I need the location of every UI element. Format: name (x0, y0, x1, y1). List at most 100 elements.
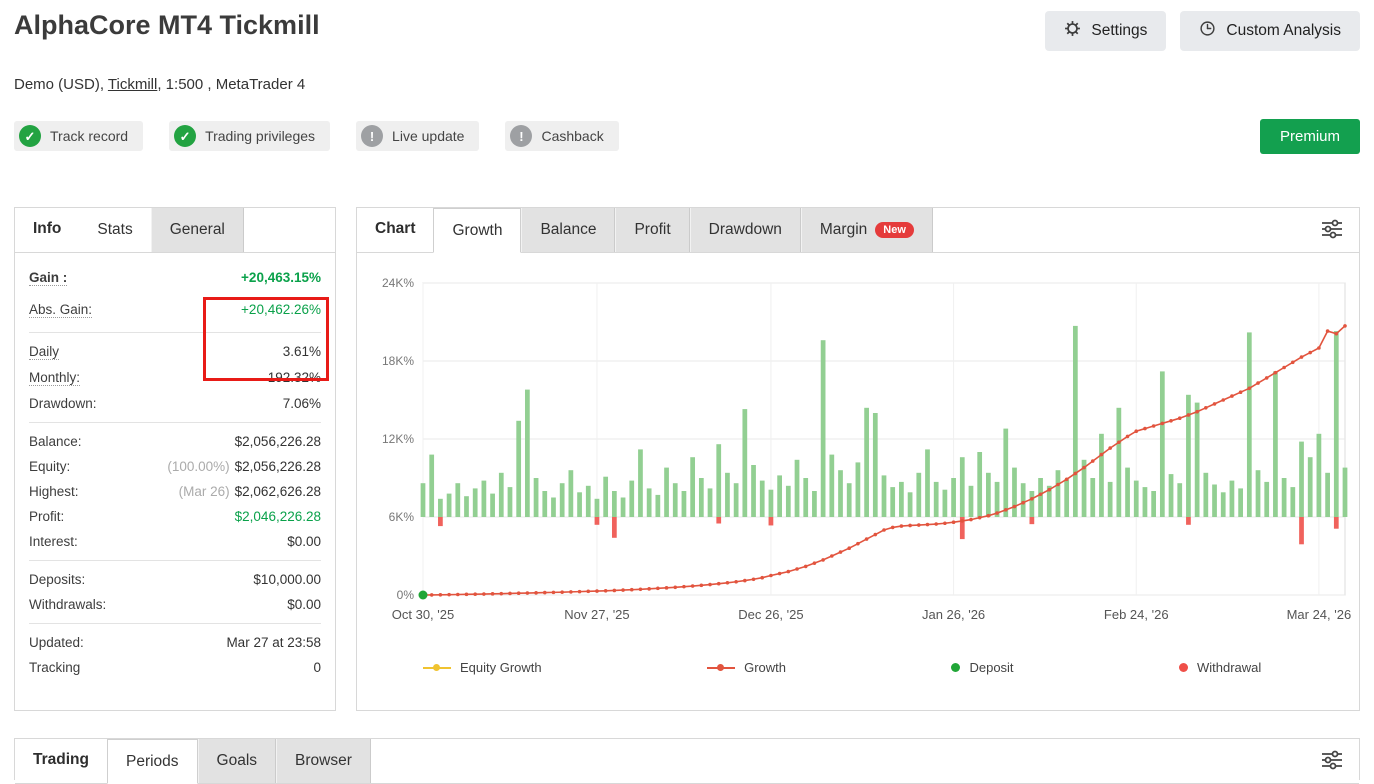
tab-periods[interactable]: Periods (106, 739, 198, 784)
badge-trading-privileges[interactable]: ✓ Trading privileges (169, 121, 331, 151)
gear-icon (1064, 20, 1081, 42)
chart-filter-button[interactable] (1305, 208, 1359, 252)
stat-label: Profit: (29, 509, 65, 524)
badge-live-update[interactable]: ! Live update (356, 121, 480, 151)
stat-row-profit: Profit: $2,046,226.28 (29, 504, 321, 529)
info-tabbar: Info Stats General (15, 208, 335, 253)
clock-icon (1199, 20, 1216, 42)
badge-label: Trading privileges (205, 128, 316, 144)
divider (29, 623, 321, 624)
stat-value: (Mar 26) $2,062,626.28 (178, 484, 321, 499)
withdrawal-marker (1179, 663, 1188, 672)
svg-text:18K%: 18K% (382, 354, 414, 368)
svg-text:0%: 0% (397, 588, 415, 602)
stat-value: 192.32% (267, 370, 321, 385)
legend-deposit[interactable]: Deposit (951, 660, 1014, 675)
tab-goals[interactable]: Goals (197, 739, 277, 783)
bottom-tabbar: Trading Periods Goals Browser (15, 739, 1359, 784)
stat-row-drawdown: Drawdown: 7.06% (29, 391, 321, 416)
stat-row-highest: Highest: (Mar 26) $2,062,626.28 (29, 479, 321, 504)
tab-browser[interactable]: Browser (276, 739, 371, 783)
svg-text:24K%: 24K% (382, 276, 414, 290)
bottom-filter-button[interactable] (1305, 739, 1359, 783)
check-circle-icon: ✓ (174, 125, 197, 147)
svg-text:Dec 26, '25: Dec 26, '25 (738, 607, 803, 622)
growth-chart[interactable]: 0% 6K% 12K% 18K% 24K% Oct 30, '25 Nov 27, '25 D… (359, 261, 1359, 656)
stat-label[interactable]: Gain : (29, 270, 68, 286)
stat-row-deposits: Deposits: $10,000.00 (29, 567, 321, 592)
divider (29, 332, 321, 333)
subtitle-suffix: , 1:500 , MetaTrader 4 (157, 76, 306, 93)
tab-stats[interactable]: Stats (79, 208, 151, 252)
tab-general[interactable]: General (150, 208, 244, 252)
stat-value: 3.61% (282, 344, 321, 359)
svg-text:Nov 27, '25: Nov 27, '25 (564, 607, 629, 622)
stat-note: (Mar 26) (178, 484, 230, 499)
custom-analysis-button[interactable]: Custom Analysis (1180, 11, 1360, 51)
stat-value: (100.00%) $2,056,226.28 (167, 459, 321, 474)
legend-withdrawal[interactable]: Withdrawal (1179, 660, 1261, 675)
stat-label: Deposits: (29, 572, 86, 587)
sliders-icon (1320, 217, 1344, 244)
tab-drawdown[interactable]: Drawdown (689, 208, 801, 252)
stat-label: Balance: (29, 434, 82, 449)
stat-row-equity: Equity: (100.00%) $2,056,226.28 (29, 454, 321, 479)
stat-row-abs-gain: Abs. Gain: +20,462.26% (29, 294, 321, 326)
stat-value: $2,046,226.28 (234, 509, 321, 524)
stat-label[interactable]: Abs. Gain: (29, 302, 93, 318)
stat-row-updated: Updated: Mar 27 at 23:58 (29, 630, 321, 655)
settings-button[interactable]: Settings (1045, 11, 1167, 51)
badge-cashback[interactable]: ! Cashback (505, 121, 619, 151)
stat-value: +20,463.15% (241, 270, 321, 285)
badge-track-record[interactable]: ✓ Track record (14, 121, 144, 151)
legend-label: Withdrawal (1197, 660, 1262, 675)
svg-text:6K%: 6K% (389, 510, 415, 524)
exclamation-circle-icon: ! (361, 125, 384, 147)
stat-value: $0.00 (287, 534, 321, 549)
badge-label: Cashback (541, 128, 604, 144)
tab-trading[interactable]: Trading (33, 751, 89, 768)
settings-label: Settings (1091, 22, 1148, 39)
stat-value: +20,462.26% (241, 302, 321, 317)
stat-row-interest: Interest: $0.00 (29, 529, 321, 554)
stat-label: Equity: (29, 459, 71, 474)
chart-legend: Equity Growth Growth Deposit Withdrawal (423, 656, 1261, 675)
custom-analysis-label: Custom Analysis (1226, 22, 1341, 39)
check-circle-icon: ✓ (19, 125, 41, 147)
tab-profit[interactable]: Profit (615, 208, 690, 252)
stat-value: Mar 27 at 23:58 (226, 635, 321, 650)
tab-info[interactable]: Info (33, 220, 62, 237)
stat-label[interactable]: Daily (29, 344, 60, 360)
stat-label[interactable]: Monthly: (29, 370, 81, 386)
stat-row-tracking: Tracking 0 (29, 655, 321, 680)
stat-value: $0.00 (287, 597, 321, 612)
header-actions: Settings Custom Analysis (1045, 11, 1360, 51)
premium-button[interactable]: Premium (1259, 119, 1360, 154)
bottom-panel: Trading Periods Goals Browser (14, 738, 1360, 784)
tab-margin[interactable]: Margin New (800, 208, 933, 252)
page-title: AlphaCore MT4 Tickmill (14, 10, 320, 40)
subtitle-prefix: Demo (USD), (14, 76, 108, 93)
new-badge: New (875, 222, 914, 238)
badge-label: Track record (50, 128, 129, 144)
legend-equity-growth[interactable]: Equity Growth (423, 660, 542, 675)
stat-label: Withdrawals: (29, 597, 107, 612)
stat-label: Interest: (29, 534, 78, 549)
legend-label: Deposit (969, 660, 1014, 675)
info-body: Gain : +20,463.15% Abs. Gain: +20,462.26… (15, 253, 335, 680)
badge-label: Live update (392, 128, 465, 144)
stat-label: Drawdown: (29, 396, 97, 411)
stat-label: Tracking (29, 660, 81, 675)
legend-growth[interactable]: Growth (707, 660, 786, 675)
tab-growth[interactable]: Growth (433, 208, 522, 253)
exclamation-circle-icon: ! (510, 125, 533, 147)
svg-text:Oct 30, '25: Oct 30, '25 (392, 607, 454, 622)
svg-text:Jan 26, '26: Jan 26, '26 (922, 607, 985, 622)
stat-value: $2,056,226.28 (234, 434, 321, 449)
broker-link[interactable]: Tickmill (107, 76, 158, 93)
chart-tabbar: Chart Growth Balance Profit Drawdown Mar… (357, 208, 1359, 253)
stat-value: 7.06% (282, 396, 321, 411)
chart-panel: Chart Growth Balance Profit Drawdown Mar… (356, 207, 1360, 711)
tab-balance[interactable]: Balance (521, 208, 616, 252)
account-subtitle: Demo (USD), Tickmill, 1:500 , MetaTrader… (14, 76, 305, 93)
